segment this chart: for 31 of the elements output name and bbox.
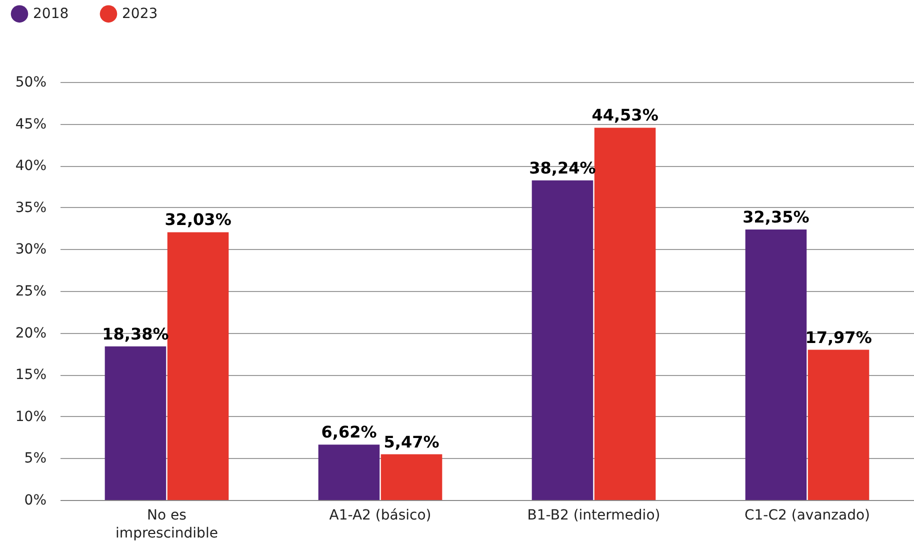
y-tick-label: 30% <box>15 242 46 258</box>
y-tick-label: 0% <box>24 492 46 508</box>
bar <box>104 346 166 500</box>
bar <box>594 128 656 500</box>
y-tick-label: 20% <box>15 325 46 342</box>
x-tick-label: No es imprescindible <box>116 508 218 542</box>
bar <box>532 180 594 500</box>
bar <box>745 230 807 500</box>
legend-label: 2018 <box>33 6 69 22</box>
bar <box>318 444 380 500</box>
y-tick-label: 35% <box>15 200 46 216</box>
y-tick-label: 10% <box>15 408 46 425</box>
data-label: 17,97% <box>805 328 872 347</box>
bar <box>808 350 870 500</box>
data-label: 44,53% <box>592 106 658 125</box>
data-label: 32,35% <box>742 208 810 227</box>
y-tick-label: 40% <box>15 158 46 174</box>
data-label: 5,47% <box>384 432 440 452</box>
bar <box>167 232 229 500</box>
y-tick-label: 15% <box>15 367 46 384</box>
legend-label: 2023 <box>122 6 158 22</box>
y-tick-label: 45% <box>15 116 46 132</box>
bar <box>380 454 442 500</box>
y-tick-label: 25% <box>15 284 46 300</box>
x-tick-label: B1-B2 (intermedio) <box>527 508 660 524</box>
x-tick-label: C1-C2 (avanzado) <box>744 508 870 524</box>
data-label: 32,03% <box>164 210 232 230</box>
y-tick-label: 50% <box>15 74 46 90</box>
x-tick-label: A1-A2 (básico) <box>329 508 432 524</box>
data-label: 6,62% <box>321 422 377 442</box>
y-tick-label: 5% <box>24 450 46 467</box>
